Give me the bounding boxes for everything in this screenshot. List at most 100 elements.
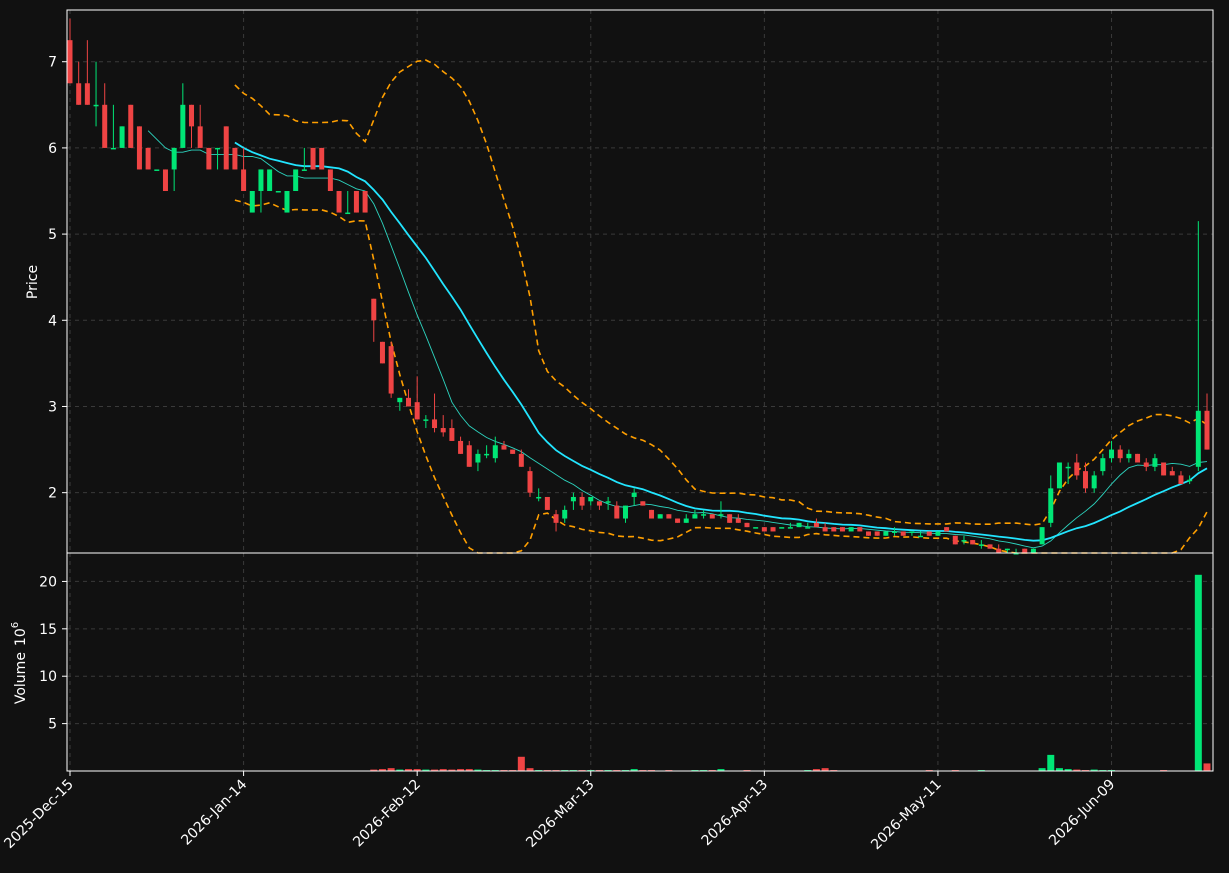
volume-bar bbox=[370, 769, 378, 771]
volume-bar bbox=[517, 756, 525, 771]
candle-body bbox=[675, 518, 681, 523]
volume-tick-label: 20 bbox=[39, 574, 57, 590]
candle-body bbox=[970, 540, 976, 545]
candle-body bbox=[1048, 488, 1054, 523]
candle-body bbox=[353, 191, 359, 213]
candle-body bbox=[527, 471, 533, 493]
candle-body bbox=[189, 104, 195, 127]
candle-body bbox=[1143, 462, 1149, 467]
volume-bar bbox=[630, 769, 638, 771]
candle-body bbox=[952, 535, 958, 545]
candle-body bbox=[1161, 462, 1167, 476]
candle-body bbox=[475, 453, 481, 463]
candle-body bbox=[1135, 453, 1141, 463]
candle-body bbox=[918, 535, 924, 538]
candle-body bbox=[883, 531, 889, 536]
candle-body bbox=[110, 147, 116, 150]
candle-body bbox=[249, 191, 255, 213]
candle-body bbox=[449, 428, 455, 441]
candle-body bbox=[440, 428, 446, 433]
candle-body bbox=[839, 527, 845, 532]
candle-body bbox=[1187, 479, 1193, 482]
candle-body bbox=[1109, 449, 1115, 459]
volume-bar bbox=[431, 769, 439, 771]
candle-body bbox=[562, 509, 568, 519]
candle-body bbox=[405, 397, 411, 407]
candle-body bbox=[605, 501, 611, 503]
candle-body bbox=[701, 514, 707, 516]
volume-tick-label: 15 bbox=[39, 622, 57, 638]
price-tick-label: 3 bbox=[48, 399, 57, 415]
candle-body bbox=[683, 518, 689, 523]
volume-panel-frame bbox=[66, 552, 1214, 772]
candle-body bbox=[831, 527, 837, 532]
volume-grid bbox=[67, 553, 1213, 771]
volume-y-axis: 5 10 15 20 bbox=[39, 574, 67, 733]
candle-body bbox=[1065, 466, 1071, 469]
candle-body bbox=[588, 496, 594, 502]
candle-body bbox=[640, 501, 646, 506]
candle-body bbox=[631, 492, 637, 497]
candle-body bbox=[787, 527, 793, 529]
candle-body bbox=[1126, 453, 1132, 459]
candle-body bbox=[727, 514, 733, 523]
price-tick-label: 2 bbox=[48, 486, 57, 502]
candle-body bbox=[293, 169, 299, 191]
candle-body bbox=[1013, 553, 1019, 555]
candle-body bbox=[345, 212, 351, 215]
candle-body bbox=[128, 104, 134, 148]
volume-bar bbox=[821, 768, 829, 771]
candle-body bbox=[874, 531, 880, 536]
candle-body bbox=[900, 531, 906, 536]
candle-body bbox=[362, 191, 368, 213]
volume-bar bbox=[404, 769, 412, 771]
volume-bar bbox=[526, 768, 534, 771]
price-grid bbox=[67, 10, 1213, 553]
candle-body bbox=[423, 419, 429, 421]
candle-body bbox=[735, 518, 741, 523]
candle-body bbox=[709, 514, 715, 519]
volume-axis-label-exponent: 6 bbox=[10, 622, 21, 628]
candle-body bbox=[1178, 475, 1184, 485]
price-y-axis: 2 3 4 5 6 7 bbox=[48, 55, 67, 502]
candle-body bbox=[935, 531, 941, 536]
candle-body bbox=[267, 169, 273, 191]
candle-body bbox=[93, 104, 99, 107]
candle-body bbox=[866, 531, 872, 536]
candle-body bbox=[180, 104, 186, 148]
candle-body bbox=[987, 544, 993, 549]
candle-body bbox=[1100, 458, 1106, 472]
candle-body bbox=[1204, 410, 1210, 450]
candle-body bbox=[1022, 548, 1028, 553]
candle-body bbox=[492, 445, 498, 459]
candle-body bbox=[996, 548, 1002, 553]
candle-body bbox=[961, 540, 967, 542]
bollinger-upper-line bbox=[234, 59, 1208, 526]
candle-body bbox=[622, 505, 628, 519]
volume-bar bbox=[1203, 763, 1211, 771]
ma-fast-line bbox=[147, 130, 1208, 549]
candle-body bbox=[614, 505, 620, 519]
price-tick-label: 7 bbox=[48, 55, 57, 71]
candle-body bbox=[718, 514, 724, 516]
candle-body bbox=[102, 104, 108, 148]
candle-body bbox=[432, 419, 438, 429]
candle-body bbox=[1091, 475, 1097, 489]
candle-body bbox=[761, 527, 767, 532]
candle-body bbox=[779, 527, 785, 529]
candle-body bbox=[544, 496, 550, 510]
price-tick-label: 6 bbox=[48, 141, 57, 157]
candle-body bbox=[284, 191, 290, 213]
candle-body bbox=[1117, 449, 1123, 459]
volume-bar bbox=[448, 769, 456, 771]
candle-body bbox=[596, 501, 602, 506]
candle-body bbox=[84, 83, 90, 105]
candle-body bbox=[518, 453, 524, 467]
candle-body bbox=[501, 445, 507, 450]
volume-tick-label: 10 bbox=[39, 669, 57, 685]
candle-body bbox=[241, 169, 247, 191]
price-tick-label: 4 bbox=[48, 313, 57, 329]
candle-body bbox=[1169, 471, 1175, 476]
candle-body bbox=[1195, 410, 1201, 467]
candle-body bbox=[978, 544, 984, 546]
